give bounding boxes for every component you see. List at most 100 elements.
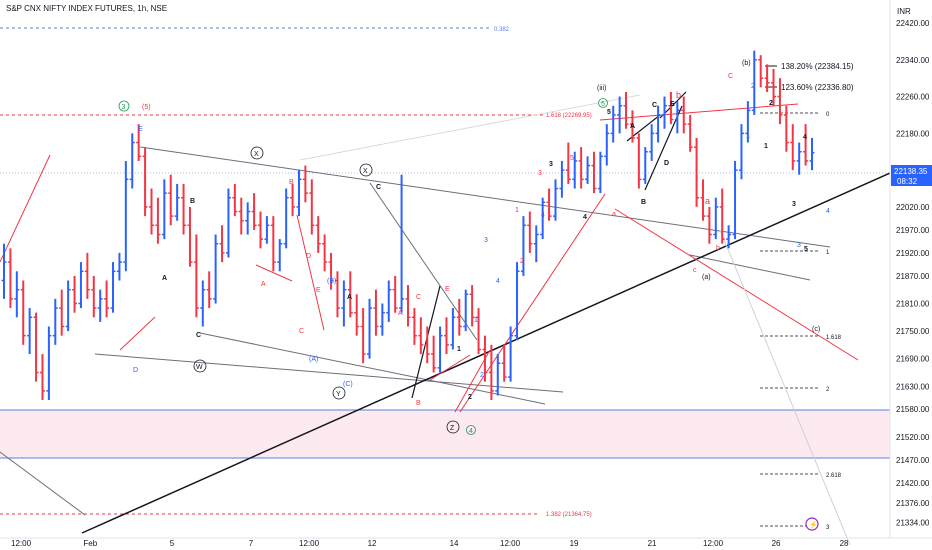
ohlc-bar[interactable] <box>578 147 584 189</box>
candles-layer[interactable] <box>1 50 815 401</box>
ohlc-bar[interactable] <box>796 142 802 175</box>
ohlc-bar[interactable] <box>732 160 738 240</box>
ohlc-bar[interactable] <box>495 354 501 396</box>
ohlc-bar[interactable] <box>642 147 648 184</box>
ohlc-bar[interactable] <box>302 165 308 203</box>
ohlc-bar[interactable] <box>1 243 7 299</box>
ohlc-bar[interactable] <box>72 275 78 313</box>
ohlc-bar[interactable] <box>463 289 469 332</box>
ohlc-bar[interactable] <box>706 206 712 244</box>
ohlc-bar[interactable] <box>315 216 321 253</box>
ohlc-bar[interactable] <box>91 275 97 318</box>
ohlc-bar[interactable] <box>65 280 71 332</box>
ohlc-bar[interactable] <box>206 271 212 309</box>
ohlc-bar[interactable] <box>655 105 661 143</box>
currency-label[interactable]: INR <box>897 7 911 16</box>
ohlc-bar[interactable] <box>46 326 52 401</box>
ohlc-bar[interactable] <box>738 124 744 180</box>
ohlc-bar[interactable] <box>482 335 488 382</box>
ohlc-bar[interactable] <box>168 174 174 226</box>
ohlc-bar[interactable] <box>78 262 84 309</box>
ohlc-bar[interactable] <box>296 170 302 217</box>
ohlc-bar[interactable] <box>604 124 610 166</box>
ohlc-bar[interactable] <box>514 262 520 341</box>
ohlc-bar[interactable] <box>662 96 668 129</box>
ohlc-bar[interactable] <box>33 312 39 382</box>
ohlc-bar[interactable] <box>354 294 360 336</box>
ohlc-bar[interactable] <box>264 216 270 244</box>
ohlc-bar[interactable] <box>148 188 154 235</box>
ohlc-bar[interactable] <box>245 202 251 235</box>
ohlc-bar[interactable] <box>501 344 507 382</box>
ohlc-bar[interactable] <box>700 179 706 221</box>
ohlc-bar[interactable] <box>610 105 616 143</box>
ohlc-bar[interactable] <box>193 234 199 318</box>
ohlc-bar[interactable] <box>777 78 783 125</box>
ohlc-bar[interactable] <box>328 252 334 290</box>
ohlc-bar[interactable] <box>386 280 392 322</box>
ohlc-bar[interactable] <box>367 298 373 359</box>
ohlc-bar[interactable] <box>771 68 777 106</box>
ohlc-bar[interactable] <box>694 137 700 207</box>
ohlc-bar[interactable] <box>469 285 475 327</box>
ohlc-bar[interactable] <box>431 335 437 373</box>
ohlc-bar[interactable] <box>636 133 642 189</box>
ohlc-bar[interactable] <box>187 206 193 267</box>
ohlc-bar[interactable] <box>14 271 20 318</box>
ohlc-bar[interactable] <box>97 289 103 322</box>
ohlc-bar[interactable] <box>181 183 187 235</box>
ohlc-bar[interactable] <box>290 183 296 217</box>
ohlc-bar[interactable] <box>129 133 135 189</box>
ohlc-bar[interactable] <box>572 151 578 189</box>
ohlc-bar[interactable] <box>597 151 603 194</box>
ohlc-bar[interactable] <box>27 308 33 355</box>
ohlc-bar[interactable] <box>52 298 58 345</box>
ohlc-bar[interactable] <box>533 225 539 263</box>
ohlc-bar[interactable] <box>392 275 398 313</box>
ohlc-bar[interactable] <box>450 308 456 350</box>
ohlc-bar[interactable] <box>161 179 167 240</box>
ohlc-bar[interactable] <box>527 211 533 253</box>
ohlc-bar[interactable] <box>136 124 142 161</box>
ohlc-bar[interactable] <box>629 110 635 143</box>
ohlc-bar[interactable] <box>783 105 789 152</box>
ohlc-bar[interactable] <box>142 147 148 217</box>
ohlc-bar[interactable] <box>270 216 276 272</box>
ohlc-bar[interactable] <box>232 183 238 217</box>
ohlc-bar[interactable] <box>84 252 90 299</box>
ohlc-bar[interactable] <box>277 239 283 272</box>
ohlc-bar[interactable] <box>790 124 796 171</box>
time-axis[interactable]: 12:00 Feb 5 7 12:00 12 14 12:00 19 21 12:00 26 28 <box>11 539 849 548</box>
ohlc-bar[interactable] <box>437 326 443 373</box>
ohlc-bar[interactable] <box>219 225 225 263</box>
ohlc-bar[interactable] <box>399 174 405 313</box>
ohlc-bar[interactable] <box>123 160 129 272</box>
ohlc-bar[interactable] <box>418 317 424 355</box>
ohlc-bar[interactable] <box>424 326 430 364</box>
ohlc-bar[interactable] <box>200 280 206 327</box>
ohlc-bar[interactable] <box>552 179 558 221</box>
alert-clock-icon[interactable] <box>805 517 819 531</box>
ohlc-bar[interactable] <box>104 280 110 318</box>
ohlc-bar[interactable] <box>508 326 514 382</box>
ohlc-bar[interactable] <box>674 101 680 134</box>
ohlc-bar[interactable] <box>174 183 180 221</box>
ohlc-bar[interactable] <box>20 280 26 345</box>
ohlc-bar[interactable] <box>258 211 264 249</box>
ohlc-bar[interactable] <box>309 179 315 235</box>
ohlc-bar[interactable] <box>809 137 815 171</box>
ohlc-bar[interactable] <box>758 55 764 88</box>
ohlc-bar[interactable] <box>476 308 482 355</box>
ohlc-bar[interactable] <box>668 91 674 125</box>
ohlc-bar[interactable] <box>488 344 494 401</box>
ohlc-bar[interactable] <box>110 262 116 313</box>
ohlc-bar[interactable] <box>565 142 571 184</box>
ohlc-bar[interactable] <box>713 197 719 240</box>
ohlc-bar[interactable] <box>116 252 122 281</box>
ohlc-bar[interactable] <box>681 96 687 134</box>
ohlc-bar[interactable] <box>520 216 526 276</box>
ohlc-bar[interactable] <box>623 91 629 129</box>
ohlc-bar[interactable] <box>546 188 552 221</box>
ohlc-bar[interactable] <box>379 303 385 336</box>
